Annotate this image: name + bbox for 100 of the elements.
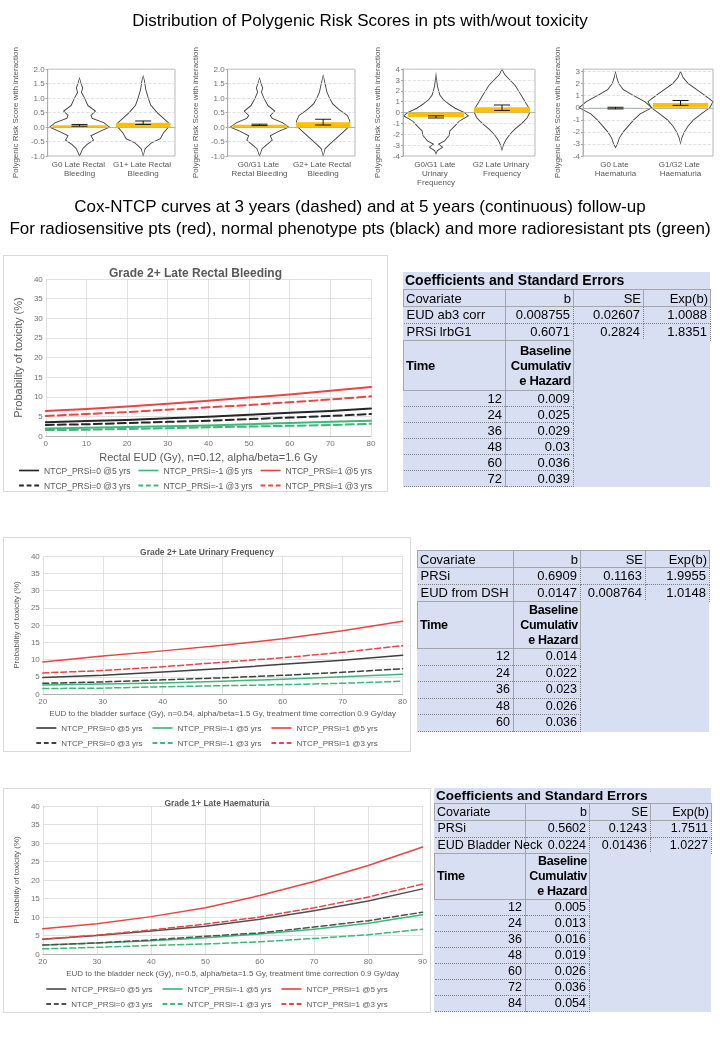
text: 0.008755 [515, 307, 570, 322]
y-tick-label: 10 [33, 392, 44, 402]
y-tick-label: 48 [417, 698, 514, 715]
legend-label: NTCP_PRSi=0 @5 yrs [71, 984, 153, 994]
legend-label: NTCP_PRSi=1 @3 yrs [306, 999, 388, 1009]
y-tick-label: 3 [395, 75, 401, 85]
x-axis-title: EUD to the bladder neck (Gy), n=0.5, alpha/beta=1.5 Gy, treatment time correction 0.9 Gy/day [66, 969, 400, 979]
y-tick-label: -0.5 [210, 137, 226, 147]
category-label: Exp(b) [650, 803, 712, 821]
category-label: b [513, 550, 581, 568]
legend-label: NTCP_PRSi=-1 @3 yrs [187, 999, 272, 1009]
text: 0.01436 [601, 837, 647, 852]
y-tick-label: 35 [33, 294, 44, 304]
text: 0.1243 [608, 821, 647, 835]
y-tick-label: 36 [434, 931, 526, 948]
category-label: b [525, 803, 590, 821]
y-tick-label: 36 [417, 681, 514, 698]
text: 1.0227 [669, 837, 708, 852]
text: 0.2824 [600, 324, 640, 339]
y-tick-label: 5 [38, 411, 44, 421]
data-label: 0.019 [525, 947, 590, 964]
y-tick-label: -1 [572, 115, 581, 125]
x-tick-label: G2 Late Urinary Frequency [472, 160, 532, 178]
x-tick-label: 70 [338, 696, 348, 706]
x-tick-label: G2+ Late Rectal Bleeding [293, 160, 354, 178]
y-axis-title: Probability of toxicity (%) [11, 297, 24, 418]
data-label: 0.023 [513, 681, 581, 698]
legend-label: NTCP_PRSi=1 @3 yrs [296, 738, 378, 748]
chart-title: Grade 2+ Late Rectal Bleeding [108, 266, 283, 280]
category-label: Exp(b) [645, 550, 710, 568]
data-label: 0.026 [513, 698, 581, 715]
y-axis-title: Probability of toxicity (%) [11, 580, 21, 669]
text: EUD Bladder Neck [437, 837, 543, 852]
x-tick-label: Baseline Cumulative Hazard [525, 853, 590, 900]
text: 1.9955 [666, 568, 706, 583]
x-tick-label: 20 [122, 438, 133, 448]
x-tick-label: 30 [92, 956, 103, 966]
legend-label: NTCP_PRSi=0 @3 yrs [44, 480, 131, 491]
y-tick-label: 24 [434, 915, 526, 932]
y-tick-label: -4 [392, 151, 401, 161]
y-axis-title: Polygenic Risk Score with interaction [191, 47, 200, 179]
data-label: 0.039 [505, 470, 574, 487]
x-tick-label: G0 Late Haematuria [594, 160, 637, 178]
x-tick-label: 50 [244, 438, 255, 448]
x-tick-label: 90 [418, 956, 428, 966]
legend-label: NTCP_PRSi=-1 @5 yrs [177, 723, 262, 733]
text: 0.6071 [530, 324, 570, 339]
y-tick-label: 0 [395, 108, 401, 118]
data-label: 0.036 [525, 979, 590, 996]
y-tick-label: -1.0 [210, 151, 226, 161]
x-tick-label: 60 [255, 956, 265, 966]
y-tick-label: -2 [392, 129, 401, 139]
x-tick-label: 70 [325, 438, 336, 448]
y-tick-label: 10 [30, 912, 41, 922]
y-tick-label: 24 [403, 406, 506, 423]
chart-title: Grade 1+ Late Haematuria [164, 797, 270, 808]
text: PRSi lrbG1 [406, 324, 472, 339]
text: 1.7511 [670, 821, 708, 835]
legend-label: NTCP_PRSi=1 @5 yrs [285, 465, 372, 476]
y-tick-label: 48 [403, 438, 506, 455]
y-tick-label: 0.0 [33, 122, 46, 132]
y-tick-label: -3 [392, 140, 401, 150]
x-tick-label: G0/G1 Late Urinary Frequency [414, 160, 458, 187]
legend-label: NTCP_PRSi=0 @3 yrs [61, 738, 143, 748]
y-tick-label: 15 [30, 637, 41, 647]
data-label: 0.03 [505, 438, 574, 455]
y-tick-label: 1 [575, 91, 581, 101]
data-label: 0.014 [513, 648, 581, 665]
y-tick-label: -0.5 [30, 137, 46, 147]
x-tick-label: 10 [82, 438, 92, 448]
y-tick-label: 1.5 [33, 79, 46, 89]
y-tick-label: 2 [395, 86, 401, 96]
y-tick-label: -2 [572, 127, 581, 137]
category-label: SE [589, 803, 651, 821]
x-tick-label: 60 [278, 696, 288, 706]
text: 0.02607 [593, 307, 640, 322]
y-tick-label: 40 [30, 801, 41, 811]
text: 1.0148 [666, 585, 706, 600]
x-tick-label: 60 [285, 438, 295, 448]
data-label: 0.026 [525, 963, 590, 980]
x-tick-label: G0/G1 Late Rectal Bleeding [231, 160, 288, 178]
category-label: Covariate [403, 289, 506, 307]
x-tick-label: 80 [363, 956, 374, 966]
category-label: SE [573, 289, 644, 307]
x-axis-title: EUD to the bladder surface (Gy), n=0.54, alpha/beta=1.5 Gy, treatment time correction 0.9 Gy/day [49, 709, 397, 719]
y-tick-label: -3 [572, 139, 581, 149]
y-tick-label: 15 [33, 372, 44, 382]
y-tick-label: 0.5 [33, 108, 46, 118]
y-tick-label: 0.0 [213, 122, 226, 132]
text: Cox-NTCP curves at 3 years (dashed) and at 5 years (continuous) follow-up [73, 196, 647, 218]
y-tick-label: 35 [30, 820, 41, 829]
data-label: 0.029 [505, 422, 574, 439]
x-tick-label: G0 Late Rectal Bleeding [51, 160, 108, 178]
y-tick-label: 1 [395, 97, 401, 107]
y-tick-label: 72 [403, 470, 506, 487]
y-tick-label: 0 [38, 431, 44, 441]
y-axis-title: Time [417, 601, 514, 649]
x-tick-label: Baseline Cumulative Hazard [513, 601, 581, 649]
y-tick-label: 40 [33, 274, 44, 284]
legend-label: NTCP_PRSi=-1 @5 yrs [163, 465, 253, 476]
